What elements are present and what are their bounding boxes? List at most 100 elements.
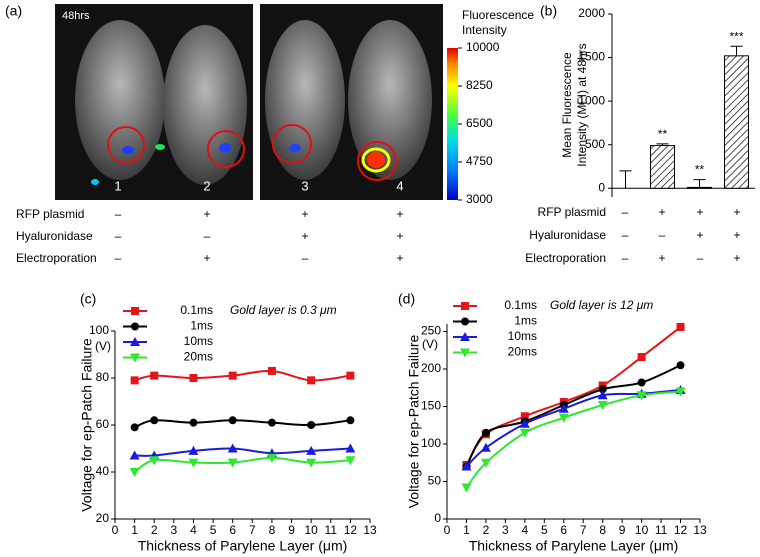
x-tick-label: 11 — [325, 523, 338, 537]
x-tick-label: 9 — [288, 523, 295, 537]
marker — [150, 371, 159, 380]
condition-mark: – — [204, 229, 211, 243]
condition-mark: + — [733, 251, 740, 265]
colorbar-title: Intensity — [462, 23, 507, 37]
condition-label: Hyaluronidase — [529, 228, 606, 242]
x-tick-label: 3 — [502, 523, 509, 537]
condition-label: Hyaluronidase — [16, 229, 93, 243]
condition-label: Electroporation — [525, 251, 606, 265]
marker — [130, 376, 139, 385]
marker — [130, 423, 139, 432]
marker — [637, 353, 646, 361]
x-axis-label: Thickness of Parylene Layer (μm) — [138, 538, 348, 554]
y-axis-label: Mean Fluorescence — [560, 52, 574, 158]
bar — [650, 145, 675, 189]
marker — [130, 337, 140, 346]
marker — [267, 366, 276, 375]
error-bar — [656, 143, 669, 146]
y-tick-label: 20 — [96, 511, 110, 525]
condition-mark: – — [622, 205, 629, 219]
series-line — [134, 447, 351, 457]
marker — [189, 418, 198, 427]
x-tick-label: 2 — [483, 523, 490, 537]
x-tick-label: 1 — [131, 523, 138, 537]
x-tick-label: 4 — [190, 523, 197, 537]
mouse-label: 1 — [114, 178, 121, 193]
x-tick-label: 7 — [580, 523, 587, 537]
condition-mark: + — [396, 251, 403, 265]
x-tick-label: 10 — [304, 523, 318, 537]
colorbar-tick-label: 4750 — [466, 154, 493, 168]
condition-mark: – — [659, 228, 666, 242]
marker — [636, 391, 647, 401]
x-tick-label: 8 — [269, 523, 276, 537]
x-tick-label: 12 — [674, 523, 688, 537]
marker — [227, 443, 238, 453]
x-tick-label: 11 — [655, 523, 668, 537]
marker — [461, 483, 472, 493]
condition-label: RFP plasmid — [16, 207, 84, 221]
y-tick-label: 60 — [96, 417, 110, 431]
condition-label: Electroporation — [16, 251, 97, 265]
condition-mark: – — [622, 251, 629, 265]
marker — [150, 416, 159, 425]
marker — [131, 307, 139, 315]
y-unit: (V) — [95, 339, 111, 353]
x-tick-label: 3 — [171, 523, 178, 537]
marker — [228, 416, 237, 425]
legend-label: 10ms — [184, 334, 213, 348]
x-tick-label: 10 — [635, 523, 649, 537]
condition-mark: + — [301, 207, 308, 221]
y-tick-label: 250 — [421, 324, 441, 338]
x-tick-label: 13 — [363, 523, 377, 537]
legend-label: 10ms — [508, 329, 537, 343]
marker — [345, 443, 356, 453]
y-tick-label: 500 — [585, 137, 605, 151]
condition-mark: – — [115, 251, 122, 265]
marker — [519, 418, 530, 428]
marker — [345, 456, 356, 466]
mouse-label: 2 — [203, 178, 210, 193]
error-bar — [619, 170, 632, 189]
mouse-label: 3 — [301, 178, 308, 193]
x-tick-label: 0 — [444, 523, 451, 537]
y-tick-label: 0 — [434, 511, 441, 525]
marker — [130, 353, 140, 363]
condition-mark: + — [658, 251, 665, 265]
colorbar-tick-label: 3000 — [466, 192, 493, 206]
marker — [598, 385, 607, 394]
marker — [675, 387, 686, 397]
panel-label: (a) — [5, 3, 22, 19]
y-tick-label: 150 — [421, 399, 441, 413]
marker — [461, 317, 469, 326]
marker — [597, 401, 608, 410]
significance: ** — [658, 127, 668, 141]
photo — [55, 4, 458, 200]
bar — [724, 55, 749, 189]
series-line — [134, 419, 351, 429]
series-line — [134, 456, 351, 473]
marker — [189, 374, 198, 382]
x-tick-label: 5 — [541, 523, 548, 537]
condition-mark: + — [203, 207, 210, 221]
x-tick-label: 5 — [210, 523, 217, 537]
error-bar — [730, 45, 743, 56]
marker — [267, 418, 276, 427]
series-line — [465, 326, 682, 466]
marker — [188, 458, 199, 468]
marker — [597, 390, 608, 400]
condition-mark: – — [115, 229, 122, 243]
y-axis-label: Voltage for ep-Patch Failure — [79, 338, 95, 512]
annotation: Gold layer is 12 μm — [550, 298, 653, 312]
significance: *** — [729, 29, 743, 43]
panel-label: (d) — [398, 291, 415, 307]
condition-mark: – — [697, 251, 704, 265]
legend-label: 1ms — [514, 314, 537, 328]
marker — [558, 403, 569, 413]
panel-label: (b) — [540, 3, 557, 19]
marker — [149, 456, 160, 466]
condition-mark: + — [696, 228, 703, 242]
colorbar-tick-label: 6500 — [466, 116, 493, 130]
legend-label: 0.1ms — [180, 303, 213, 317]
